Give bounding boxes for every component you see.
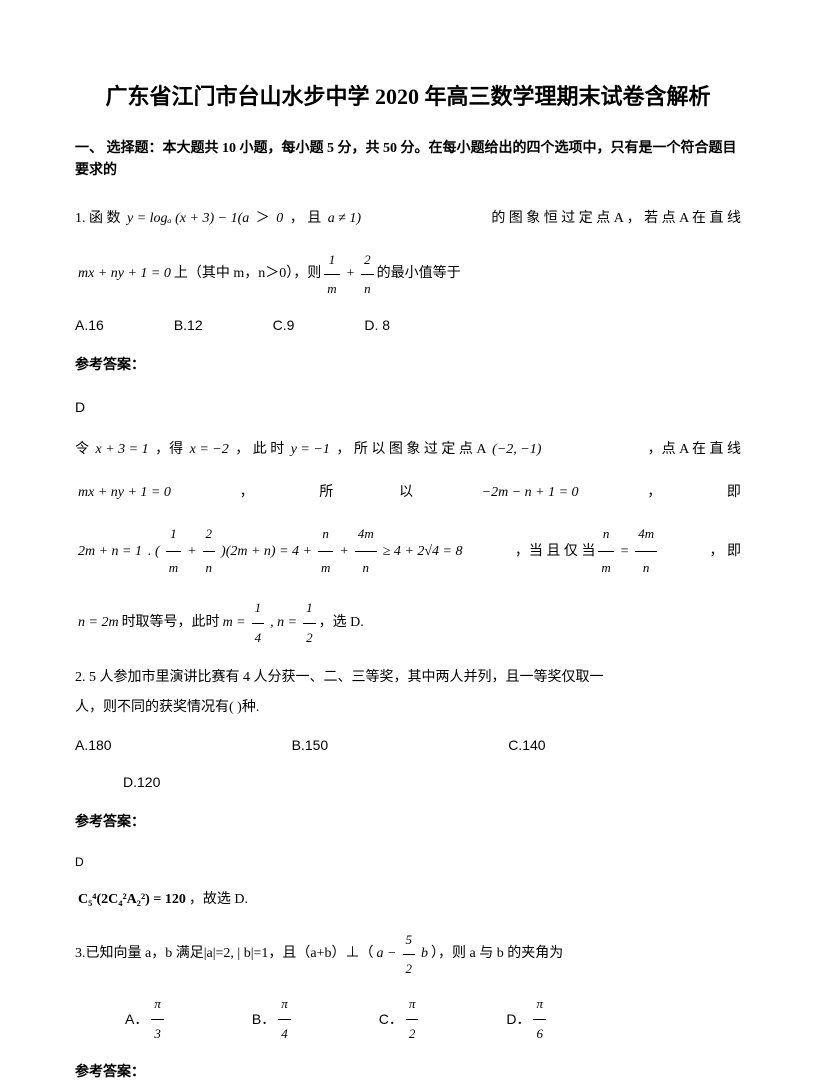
q2-exp: ，故选 D.: [189, 885, 248, 916]
q3-opt-d: D．: [506, 1004, 530, 1035]
q3-opt-c: C．: [379, 1004, 403, 1035]
frac-2n: 2n: [361, 246, 374, 304]
q1-num: 1.: [75, 211, 86, 226]
q1-exp-d: ， 所 以 图 象 过 定 点 A: [336, 442, 485, 457]
q2-num: 2.: [75, 670, 86, 685]
q1-exp-f5: mx + ny + 1 = 0: [75, 475, 174, 510]
section-header: 一、 选择题：本大题共 10 小题，每小题 5 分，共 50 分。在每小题给出的…: [75, 138, 741, 183]
q2-text-b: 人，则不同的获奖情况有( )种.: [75, 693, 741, 724]
q1-formula-d: mx + ny + 1 = 0: [75, 259, 174, 290]
q2-answer: D: [75, 849, 741, 875]
q1-exp-f1: x + 3 = 1: [93, 442, 152, 457]
q3-answer-label: 参考答案：: [75, 1058, 741, 1089]
page-title: 广东省江门市台山水步中学 2020 年高三数学理期末试卷含解析: [75, 80, 741, 113]
question-1: 1. 函 数 y = logₐ (x + 3) − 1(a ＞ 0 ， 且 a …: [75, 201, 741, 653]
q1-exp-f8: n = 2m: [75, 608, 122, 639]
q1-opt-c: C.9: [273, 310, 295, 341]
q1-opt-b: B.12: [174, 310, 203, 341]
q1-exp-b: ，得: [155, 442, 183, 457]
q2-formula: C₅⁴(2C₄²A₂²) = 120: [75, 885, 189, 916]
q1-exp-g: 所: [319, 475, 333, 510]
q1-formula-c: a ≠ 1): [325, 211, 364, 226]
question-2: 2. 5 人参加市里演讲比赛有 4 人分获一、二、三等奖，其中两人并列，且一等奖…: [75, 663, 741, 916]
q1-exp-c: ， 此 时: [235, 442, 284, 457]
q1-text-b: ＞: [256, 211, 270, 226]
q1-exp-f4: (−2, −1): [489, 442, 544, 457]
q2-options: A.180 B.150 C.140: [75, 730, 741, 761]
q1-formula-a: y = logₐ (x + 3) − 1(a: [124, 211, 252, 226]
q2-opt-b: B.150: [292, 730, 329, 761]
q1-formula-b: 0: [273, 211, 286, 226]
q2-opt-c: C.140: [508, 730, 545, 761]
q1-text-c: ， 且: [290, 211, 322, 226]
q1-answer: D: [75, 392, 741, 423]
q1-exp-e: ，点 A 在 直 线: [648, 432, 741, 467]
q1-exp-f2: x = −2: [187, 442, 232, 457]
q3-opt-b: B．: [252, 1004, 275, 1035]
q3-text-a: 已知向量 a，b 满足|a|=2, | b|=1，且（a+b）⊥（: [86, 939, 374, 970]
q1-exp-a: 令: [75, 442, 89, 457]
q1-exp-i: 即: [727, 475, 741, 510]
q1-text-e: 上（其中 m，n＞0），则: [174, 259, 321, 290]
q1-answer-label: 参考答案：: [75, 351, 741, 382]
q1-opt-a: A.16: [75, 310, 104, 341]
q1-text-a: 函 数: [89, 211, 121, 226]
q2-opt-a: A.180: [75, 730, 112, 761]
frac-1m: 1m: [324, 246, 339, 304]
q1-exp-f6: −2m − n + 1 = 0: [479, 475, 582, 510]
q1-exp-f3: y = −1: [288, 442, 333, 457]
q3-options: A． π3 B． π4 C． π2 D． π6: [75, 990, 741, 1048]
q1-text-d: 的 图 象 恒 过 定 点 A ， 若 点 A 在 直 线: [491, 201, 741, 236]
q3-opt-a: A．: [125, 1004, 148, 1035]
q2-answer-label: 参考答案：: [75, 808, 741, 839]
q1-text-f: 的最小值等于: [377, 259, 461, 290]
q1-exp-f7: 2m + n = 1: [75, 534, 145, 569]
q1-exp-j: 当 且 仅 当: [529, 534, 596, 569]
q1-exp-l: 时取等号，此时: [122, 608, 220, 639]
q1-options: A.16 B.12 C.9 D. 8: [75, 310, 741, 341]
q1-exp-m: ，选 D.: [319, 608, 364, 639]
q1-exp-k: 即: [727, 544, 741, 559]
q3-text-b: ），则 a 与 b 的夹角为: [431, 939, 563, 970]
q1-opt-d: D. 8: [364, 310, 390, 341]
q3-num: 3.: [75, 939, 86, 970]
question-3: 3. 已知向量 a，b 满足|a|=2, | b|=1，且（a+b）⊥（ a −…: [75, 926, 741, 1089]
q2-opt-d: D.120: [75, 767, 741, 798]
q1-exp-h: 以: [399, 475, 413, 510]
q2-text-a: 5 人参加市里演讲比赛有 4 人分获一、二、三等奖，其中两人并列，且一等奖仅取一: [89, 670, 604, 685]
